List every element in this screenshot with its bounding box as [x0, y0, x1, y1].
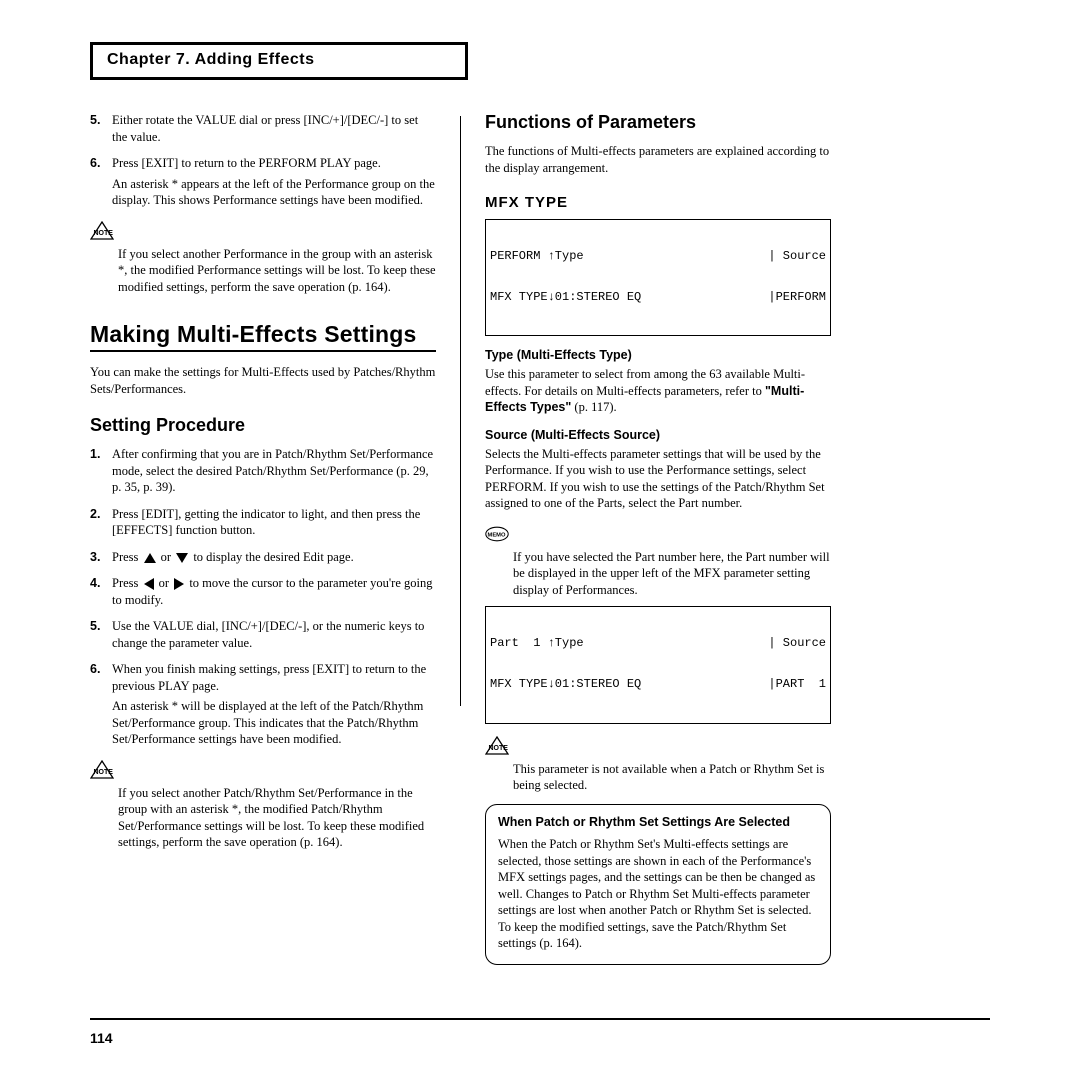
step-text: Press or to move the cursor to the param…: [112, 575, 436, 608]
heading-rule: [90, 350, 436, 352]
proc-step-6: 6. When you finish making settings, pres…: [90, 661, 436, 748]
lcd-display-1: PERFORM ↑Type | Source MFX TYPE↓01:STEREO…: [485, 219, 831, 336]
right-arrow-icon: [174, 578, 184, 590]
step-text: Press or to display the desired Edit pag…: [112, 549, 436, 566]
step-text: Press [EDIT], getting the indicator to l…: [112, 506, 436, 539]
proc-step-4: 4. Press or to move the cursor to the pa…: [90, 575, 436, 608]
two-column-layout: 5. Either rotate the VALUE dial or press…: [90, 112, 990, 965]
lcd-right: |PART 1: [768, 678, 826, 692]
heading-sub: Functions of Parameters: [485, 112, 831, 133]
step-number: 5.: [90, 112, 112, 145]
step-number: 4.: [90, 575, 112, 608]
step-text: Press [EXIT] to return to the PERFORM PL…: [112, 155, 436, 209]
lcd-left: MFX TYPE↓01:STEREO EQ: [490, 291, 641, 305]
step-6-top: 6. Press [EXIT] to return to the PERFORM…: [90, 155, 436, 209]
lcd-left: PERFORM ↑Type: [490, 250, 584, 264]
note-text: This parameter is not available when a P…: [513, 761, 831, 794]
note-icon: NOTE: [485, 736, 509, 756]
step-number: 2.: [90, 506, 112, 539]
left-column: 5. Either rotate the VALUE dial or press…: [90, 112, 436, 965]
step-number: 3.: [90, 549, 112, 566]
page-number: 114: [90, 1030, 113, 1046]
note-icon: NOTE: [90, 760, 114, 780]
text: Press: [112, 550, 142, 564]
lcd-line: Part 1 ↑Type | Source: [490, 637, 826, 651]
step-5-top: 5. Either rotate the VALUE dial or press…: [90, 112, 436, 145]
param-body: Use this parameter to select from among …: [485, 366, 831, 416]
param-body: Selects the Multi-effects parameter sett…: [485, 446, 831, 512]
proc-step-1: 1. After confirming that you are in Patc…: [90, 446, 436, 496]
chapter-title-box: Chapter 7. Adding Effects: [90, 42, 468, 80]
text: Use this parameter to select from among …: [485, 367, 805, 398]
svg-text:NOTE: NOTE: [94, 230, 114, 237]
note-text: If you select another Performance in the…: [118, 246, 436, 296]
chapter-title: Chapter 7. Adding Effects: [107, 51, 451, 69]
step-number: 6.: [90, 661, 112, 748]
callout-heading: When Patch or Rhythm Set Settings Are Se…: [498, 815, 818, 831]
intro-body: The functions of Multi-effects parameter…: [485, 143, 831, 176]
lcd-right: | Source: [768, 637, 826, 651]
memo-text: If you have selected the Part number her…: [513, 549, 831, 599]
svg-text:NOTE: NOTE: [94, 769, 114, 776]
left-arrow-icon: [144, 578, 154, 590]
step-line: When you finish making settings, press […: [112, 661, 436, 694]
text: to display the desired Edit page.: [193, 550, 353, 564]
right-column: Functions of Parameters The functions of…: [485, 112, 831, 965]
up-arrow-icon: [144, 553, 156, 563]
memo-block: MEMO If you have selected the Part numbe…: [485, 522, 831, 599]
column-divider: [460, 116, 461, 706]
step-text: Use the VALUE dial, [INC/+]/[DEC/-], or …: [112, 618, 436, 651]
footer-rule: [90, 1018, 990, 1020]
note-block-1: NOTE If you select another Performance i…: [90, 219, 436, 296]
text: or: [159, 576, 173, 590]
step-sub: An asterisk * appears at the left of the…: [112, 176, 436, 209]
step-line: Press [EXIT] to return to the PERFORM PL…: [112, 155, 436, 172]
proc-step-2: 2. Press [EDIT], getting the indicator t…: [90, 506, 436, 539]
text: or: [161, 550, 175, 564]
step-text: Either rotate the VALUE dial or press [I…: [112, 112, 436, 145]
lcd-line: MFX TYPE↓01:STEREO EQ |PART 1: [490, 678, 826, 692]
proc-step-3: 3. Press or to display the desired Edit …: [90, 549, 436, 566]
svg-text:MEMO: MEMO: [488, 532, 506, 538]
step-sub: An asterisk * will be displayed at the l…: [112, 698, 436, 748]
heading-param: Type (Multi-Effects Type): [485, 348, 831, 362]
note-block-3: NOTE This parameter is not available whe…: [485, 734, 831, 794]
step-number: 5.: [90, 618, 112, 651]
callout-body: When the Patch or Rhythm Set's Multi-eff…: [498, 836, 818, 952]
lcd-line: PERFORM ↑Type | Source: [490, 250, 826, 264]
lcd-right: | Source: [768, 250, 826, 264]
memo-icon: MEMO: [485, 524, 509, 544]
step-text: When you finish making settings, press […: [112, 661, 436, 748]
intro-body: You can make the settings for Multi-Effe…: [90, 364, 436, 397]
step-text: After confirming that you are in Patch/R…: [112, 446, 436, 496]
heading-main: Making Multi-Effects Settings: [90, 321, 436, 348]
note-text: If you select another Patch/Rhythm Set/P…: [118, 785, 436, 851]
step-number: 6.: [90, 155, 112, 209]
note-icon: NOTE: [90, 221, 114, 241]
note-block-2: NOTE If you select another Patch/Rhythm …: [90, 758, 436, 851]
proc-step-5: 5. Use the VALUE dial, [INC/+]/[DEC/-], …: [90, 618, 436, 651]
text: (p. 117).: [571, 400, 616, 414]
down-arrow-icon: [176, 553, 188, 563]
heading-sub: Setting Procedure: [90, 415, 436, 436]
lcd-left: MFX TYPE↓01:STEREO EQ: [490, 678, 641, 692]
text: Press: [112, 576, 142, 590]
heading-param: Source (Multi-Effects Source): [485, 428, 831, 442]
lcd-line: MFX TYPE↓01:STEREO EQ |PERFORM: [490, 291, 826, 305]
manual-page: Chapter 7. Adding Effects 5. Either rota…: [0, 0, 1080, 965]
heading-small: MFX TYPE: [485, 194, 831, 211]
step-number: 1.: [90, 446, 112, 496]
svg-text:NOTE: NOTE: [489, 745, 509, 752]
callout-box: When Patch or Rhythm Set Settings Are Se…: [485, 804, 831, 965]
lcd-display-2: Part 1 ↑Type | Source MFX TYPE↓01:STEREO …: [485, 606, 831, 723]
lcd-left: Part 1 ↑Type: [490, 637, 584, 651]
lcd-right: |PERFORM: [768, 291, 826, 305]
